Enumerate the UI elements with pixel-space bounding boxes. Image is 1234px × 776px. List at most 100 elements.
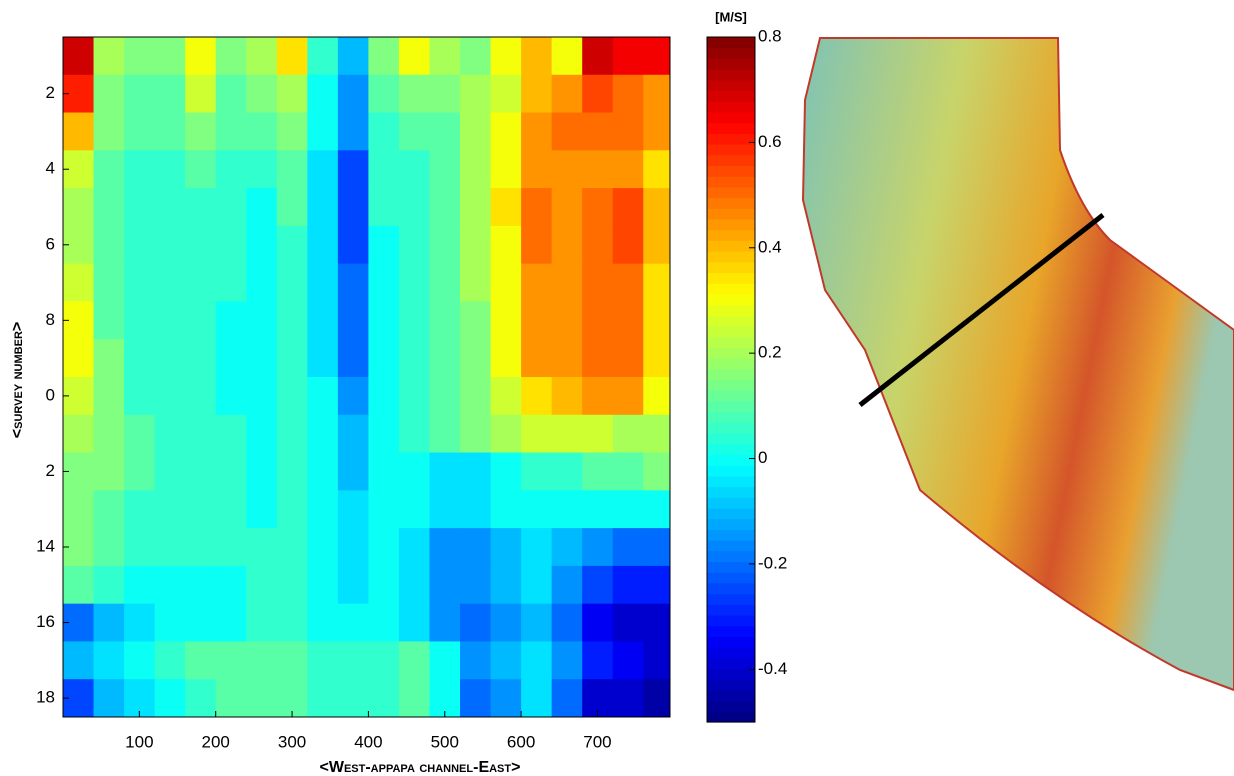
heatmap-cell <box>582 225 614 265</box>
heatmap-cell <box>398 188 430 227</box>
heatmap-cell <box>337 490 369 529</box>
heatmap-cell <box>643 679 671 718</box>
heatmap-cell <box>429 641 461 680</box>
heatmap-cell <box>307 263 339 302</box>
transect-line <box>858 213 1105 407</box>
heatmap-cell <box>490 603 522 642</box>
heatmap-cell <box>460 301 492 340</box>
heatmap-cell <box>643 188 671 227</box>
heatmap-cell <box>154 225 186 265</box>
heatmap-cell <box>246 225 278 265</box>
heatmap-cell <box>429 112 461 151</box>
colorbar-step <box>707 593 755 605</box>
heatmap-cell <box>551 414 583 454</box>
colorbar-step <box>707 197 755 209</box>
heatmap-cell <box>337 452 369 491</box>
heatmap-cell <box>124 188 156 227</box>
heatmap-cell <box>124 603 156 642</box>
heatmap-cell <box>185 150 217 189</box>
heatmap-cell <box>460 74 492 114</box>
heatmap-cell <box>276 74 308 114</box>
heatmap-cell <box>643 263 671 302</box>
heatmap-cell <box>643 528 671 567</box>
heatmap-cell <box>276 301 308 340</box>
heatmap-cell <box>93 641 125 680</box>
heatmap-cell <box>429 37 461 76</box>
colorbar-step <box>707 550 755 563</box>
colorbar-tick-label: 0.6 <box>758 132 782 151</box>
heatmap-cell <box>551 377 583 416</box>
colorbar-step <box>707 518 755 530</box>
heatmap-cell <box>276 414 308 454</box>
heatmap-cell <box>185 565 217 605</box>
heatmap-cell <box>551 188 583 227</box>
heatmap-cell <box>612 490 644 529</box>
heatmap-cell <box>215 679 247 718</box>
heatmap-cell <box>246 641 278 680</box>
heatmap-cell <box>337 679 369 718</box>
colorbar-step <box>707 368 755 381</box>
heatmap-cell <box>124 452 156 491</box>
heatmap-cell <box>582 603 614 642</box>
colorbar-title: [M/S] <box>715 9 747 24</box>
heatmap-cell <box>398 679 430 718</box>
heatmap-cell <box>124 490 156 529</box>
colorbar-step <box>707 390 755 402</box>
heatmap-cell <box>612 74 644 114</box>
heatmap-cell <box>643 641 671 680</box>
colorbar-step <box>707 443 755 456</box>
heatmap-cell <box>124 641 156 680</box>
colorbar-step <box>707 540 755 552</box>
heatmap-cell <box>124 225 156 265</box>
heatmap-cell <box>582 74 614 114</box>
colorbar-step <box>707 37 755 49</box>
heatmap-cell <box>185 263 217 302</box>
heatmap-cell <box>398 263 430 302</box>
heatmap-cell <box>460 112 492 151</box>
heatmap-cell <box>368 528 400 567</box>
heatmap-cell <box>276 263 308 302</box>
heatmap-cell <box>185 74 217 114</box>
heatmap-cell <box>276 641 308 680</box>
heatmap-cell <box>521 414 553 454</box>
heatmap-cell <box>337 528 369 567</box>
heatmap-cell <box>307 679 339 718</box>
y-tick-label: 8 <box>46 310 55 329</box>
heatmap-cell <box>490 74 522 114</box>
heatmap-cell <box>582 301 614 340</box>
x-tick-label: 700 <box>583 732 611 751</box>
heatmap-cell <box>429 339 461 378</box>
heatmap-cell <box>398 112 430 151</box>
colorbar-step <box>707 422 755 434</box>
heatmap-cell <box>307 37 339 76</box>
heatmap-cell <box>429 565 461 605</box>
colorbar-step <box>707 176 755 188</box>
heatmap-cell <box>551 301 583 340</box>
colorbar-tick-label: 0 <box>758 448 767 467</box>
y-tick-label: 0 <box>46 385 55 404</box>
colorbar-step <box>707 293 755 306</box>
heatmap-cell <box>521 74 553 114</box>
heatmap-cell <box>215 301 247 340</box>
heatmap-cell <box>93 414 125 454</box>
heatmap-cell <box>63 339 95 378</box>
heatmap-cell <box>337 37 369 76</box>
heatmap-cell <box>490 188 522 227</box>
heatmap-cell <box>490 641 522 680</box>
heatmap-cell <box>490 225 522 265</box>
heatmap-cell <box>521 490 553 529</box>
heatmap-cell <box>521 150 553 189</box>
heatmap-cell <box>154 490 186 529</box>
heatmap-cell <box>429 301 461 340</box>
heatmap-cell <box>215 377 247 416</box>
heatmap-cell <box>368 225 400 265</box>
colorbar-step <box>707 111 755 124</box>
heatmap-cell <box>643 150 671 189</box>
heatmap-cell <box>460 339 492 378</box>
heatmap-cell <box>307 339 339 378</box>
heatmap-cell <box>429 150 461 189</box>
colorbar-step <box>707 411 755 423</box>
heatmap-cell <box>124 377 156 416</box>
plot-frame <box>62 36 671 718</box>
heatmap-cell <box>551 74 583 114</box>
